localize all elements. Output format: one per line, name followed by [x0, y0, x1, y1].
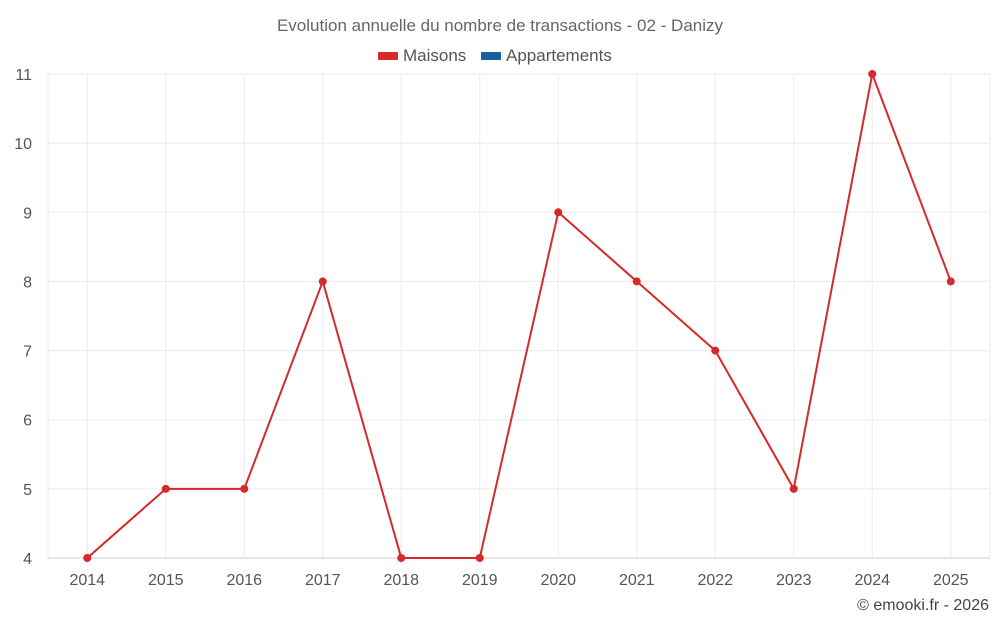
y-tick-label: 10 [14, 136, 32, 153]
x-tick-label: 2017 [305, 572, 341, 589]
data-point-maisons-2015[interactable] [161, 484, 170, 493]
y-tick-label: 8 [23, 274, 32, 291]
series [83, 70, 955, 562]
x-tick-label: 2021 [619, 572, 655, 589]
y-tick-label: 7 [23, 344, 32, 361]
data-point-maisons-2019[interactable] [475, 554, 484, 562]
x-tick-label: 2022 [697, 572, 733, 589]
data-point-maisons-2014[interactable] [83, 554, 92, 562]
data-point-maisons-2018[interactable] [397, 554, 406, 562]
x-tick-label: 2023 [776, 572, 812, 589]
data-point-maisons-2021[interactable] [632, 277, 641, 286]
x-tick-label: 2015 [148, 572, 184, 589]
chart-title: Evolution annuelle du nombre de transact… [277, 16, 724, 35]
data-point-maisons-2017[interactable] [318, 277, 327, 286]
x-tick-label: 2020 [540, 572, 576, 589]
data-point-maisons-2016[interactable] [240, 484, 249, 493]
x-tick-label: 2014 [69, 572, 105, 589]
data-point-maisons-2020[interactable] [554, 208, 563, 217]
legend-label-appartements: Appartements [506, 46, 612, 65]
y-tick-label: 5 [23, 482, 32, 499]
legend-swatch-maisons [378, 52, 398, 60]
legend-swatch-appartements [481, 52, 501, 60]
x-tick-label: 2019 [462, 572, 498, 589]
x-tick-label: 2024 [854, 572, 890, 589]
chart-credit[interactable]: © emooki.fr - 2026 [857, 597, 989, 614]
y-tick-label: 11 [15, 67, 32, 84]
series-line-maisons [86, 73, 952, 559]
data-point-maisons-2022[interactable] [711, 346, 720, 355]
legend-item-appartements[interactable]: Appartements [481, 46, 612, 65]
x-tick-label: 2018 [383, 572, 419, 589]
x-tick-label: 2025 [933, 572, 969, 589]
data-point-maisons-2025[interactable] [946, 277, 955, 286]
y-tick-label: 4 [23, 551, 32, 568]
grid [48, 73, 990, 558]
x-tick-label: 2016 [226, 572, 262, 589]
legend-label-maisons: Maisons [403, 46, 466, 65]
data-point-maisons-2024[interactable] [868, 70, 877, 78]
legend-item-maisons[interactable]: Maisons [378, 46, 466, 65]
legend: Maisons Appartements [378, 46, 612, 65]
axes [47, 74, 991, 559]
data-point-maisons-2023[interactable] [789, 484, 798, 493]
y-axis-ticks: 4 5 6 7 8 9 10 11 [14, 67, 32, 568]
x-axis-ticks: 2014 2015 2016 2017 2018 2019 2020 2021 2022 2023… [69, 572, 968, 589]
y-tick-label: 6 [23, 413, 32, 430]
y-tick-label: 9 [23, 205, 32, 222]
